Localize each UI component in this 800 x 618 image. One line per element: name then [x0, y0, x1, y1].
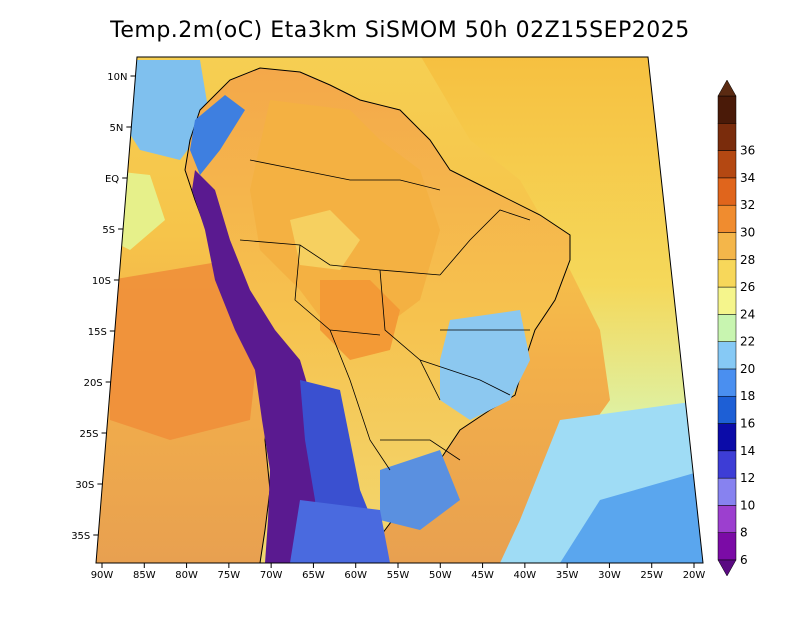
lon-label: 90W	[91, 570, 114, 581]
northern-andes	[190, 95, 245, 175]
lat-label: 10S	[92, 276, 111, 287]
colorbar-arrow-high	[717, 79, 737, 97]
lon-label: 65W	[302, 570, 325, 581]
lat-label: 35S	[71, 531, 90, 542]
lon-label: 55W	[387, 570, 410, 581]
lon-label: 20W	[683, 570, 706, 581]
lat-label: EQ	[105, 174, 119, 185]
pacific-cool-patch	[115, 60, 210, 160]
colorbar-label: 14	[740, 444, 755, 458]
lon-label: 50W	[429, 570, 452, 581]
colorbar-segment	[717, 341, 737, 370]
colorbar-label: 36	[740, 144, 755, 158]
colorbar-label: 32	[740, 198, 755, 212]
colorbar-label: 22	[740, 335, 755, 349]
colorbar-label: 24	[740, 307, 755, 321]
colorbar-label: 34	[740, 171, 755, 185]
longitude-axis: 90W 85W 80W 75W 70W 65W 60W 55W 50W 45W 40W 35W 30W 2…	[91, 563, 706, 581]
pacific-warm-patch	[110, 260, 260, 440]
south-atlantic-colder	[560, 470, 703, 563]
map-field	[96, 57, 703, 563]
colorbar-label: 12	[740, 471, 755, 485]
lat-label: 5S	[102, 225, 115, 236]
country-borders	[239, 159, 531, 471]
lon-label: 45W	[471, 570, 494, 581]
colorbar: 6 8 10 12 14 16 18 20 22 24 26 28 30 32 34 36	[717, 79, 755, 577]
colorbar-label: 6	[740, 553, 748, 567]
colorbar-segment	[717, 177, 737, 206]
lon-label: 40W	[514, 570, 537, 581]
colorbar-segment	[717, 477, 737, 506]
lon-label: 35W	[556, 570, 579, 581]
lat-label: 10N	[107, 72, 127, 83]
lon-label: 80W	[175, 570, 198, 581]
colorbar-segment	[717, 368, 737, 397]
colorbar-segment	[717, 150, 737, 179]
andes-band	[192, 170, 340, 563]
lon-label: 25W	[640, 570, 663, 581]
lat-label: 15S	[88, 327, 107, 338]
colorbar-segment	[717, 314, 737, 342]
lon-label: 85W	[133, 570, 156, 581]
lat-label: 30S	[75, 480, 94, 491]
patagonia-cold	[290, 500, 390, 563]
colorbar-segment	[717, 423, 737, 452]
lat-label: 5N	[109, 123, 123, 134]
amazon-cool	[290, 210, 360, 270]
colorbar-label: 10	[740, 498, 755, 512]
colorbar-label: 18	[740, 389, 755, 403]
colorbar-segment	[717, 204, 737, 233]
colorbar-segment	[717, 395, 737, 424]
latitude-axis: 10N 5N EQ 5S 10S 15S 20S 25S 30S 35S	[71, 72, 136, 542]
lon-label: 75W	[218, 570, 241, 581]
colorbar-label: 30	[740, 225, 755, 239]
interior-hot	[320, 280, 400, 360]
colorbar-segment	[717, 286, 737, 315]
south-brazil-cool	[380, 450, 460, 530]
map-title: Temp.2m(oC) Eta3km SiSMOM 50h 02Z15SEP20…	[110, 18, 690, 43]
colorbar-label: 20	[740, 362, 755, 376]
lon-label: 60W	[344, 570, 367, 581]
lon-label: 30W	[598, 570, 621, 581]
colorbar-segment	[717, 123, 737, 151]
colorbar-label: 8	[740, 526, 748, 540]
colorbar-segment	[717, 505, 737, 533]
colorbar-label: 26	[740, 280, 755, 294]
colorbar-segment	[717, 450, 737, 479]
colorbar-segment	[717, 95, 737, 124]
colorbar-label: 28	[740, 253, 755, 267]
colorbar-segment	[717, 232, 737, 261]
southeast-cool	[440, 310, 530, 420]
colorbar-label: 16	[740, 417, 755, 431]
colorbar-segment	[717, 259, 737, 288]
colorbar-segment	[717, 532, 737, 561]
map-frame	[95, 56, 704, 564]
lat-label: 25S	[79, 429, 98, 440]
colorbar-arrow-low	[717, 559, 737, 577]
lat-label: 20S	[84, 378, 103, 389]
lon-label: 70W	[260, 570, 283, 581]
